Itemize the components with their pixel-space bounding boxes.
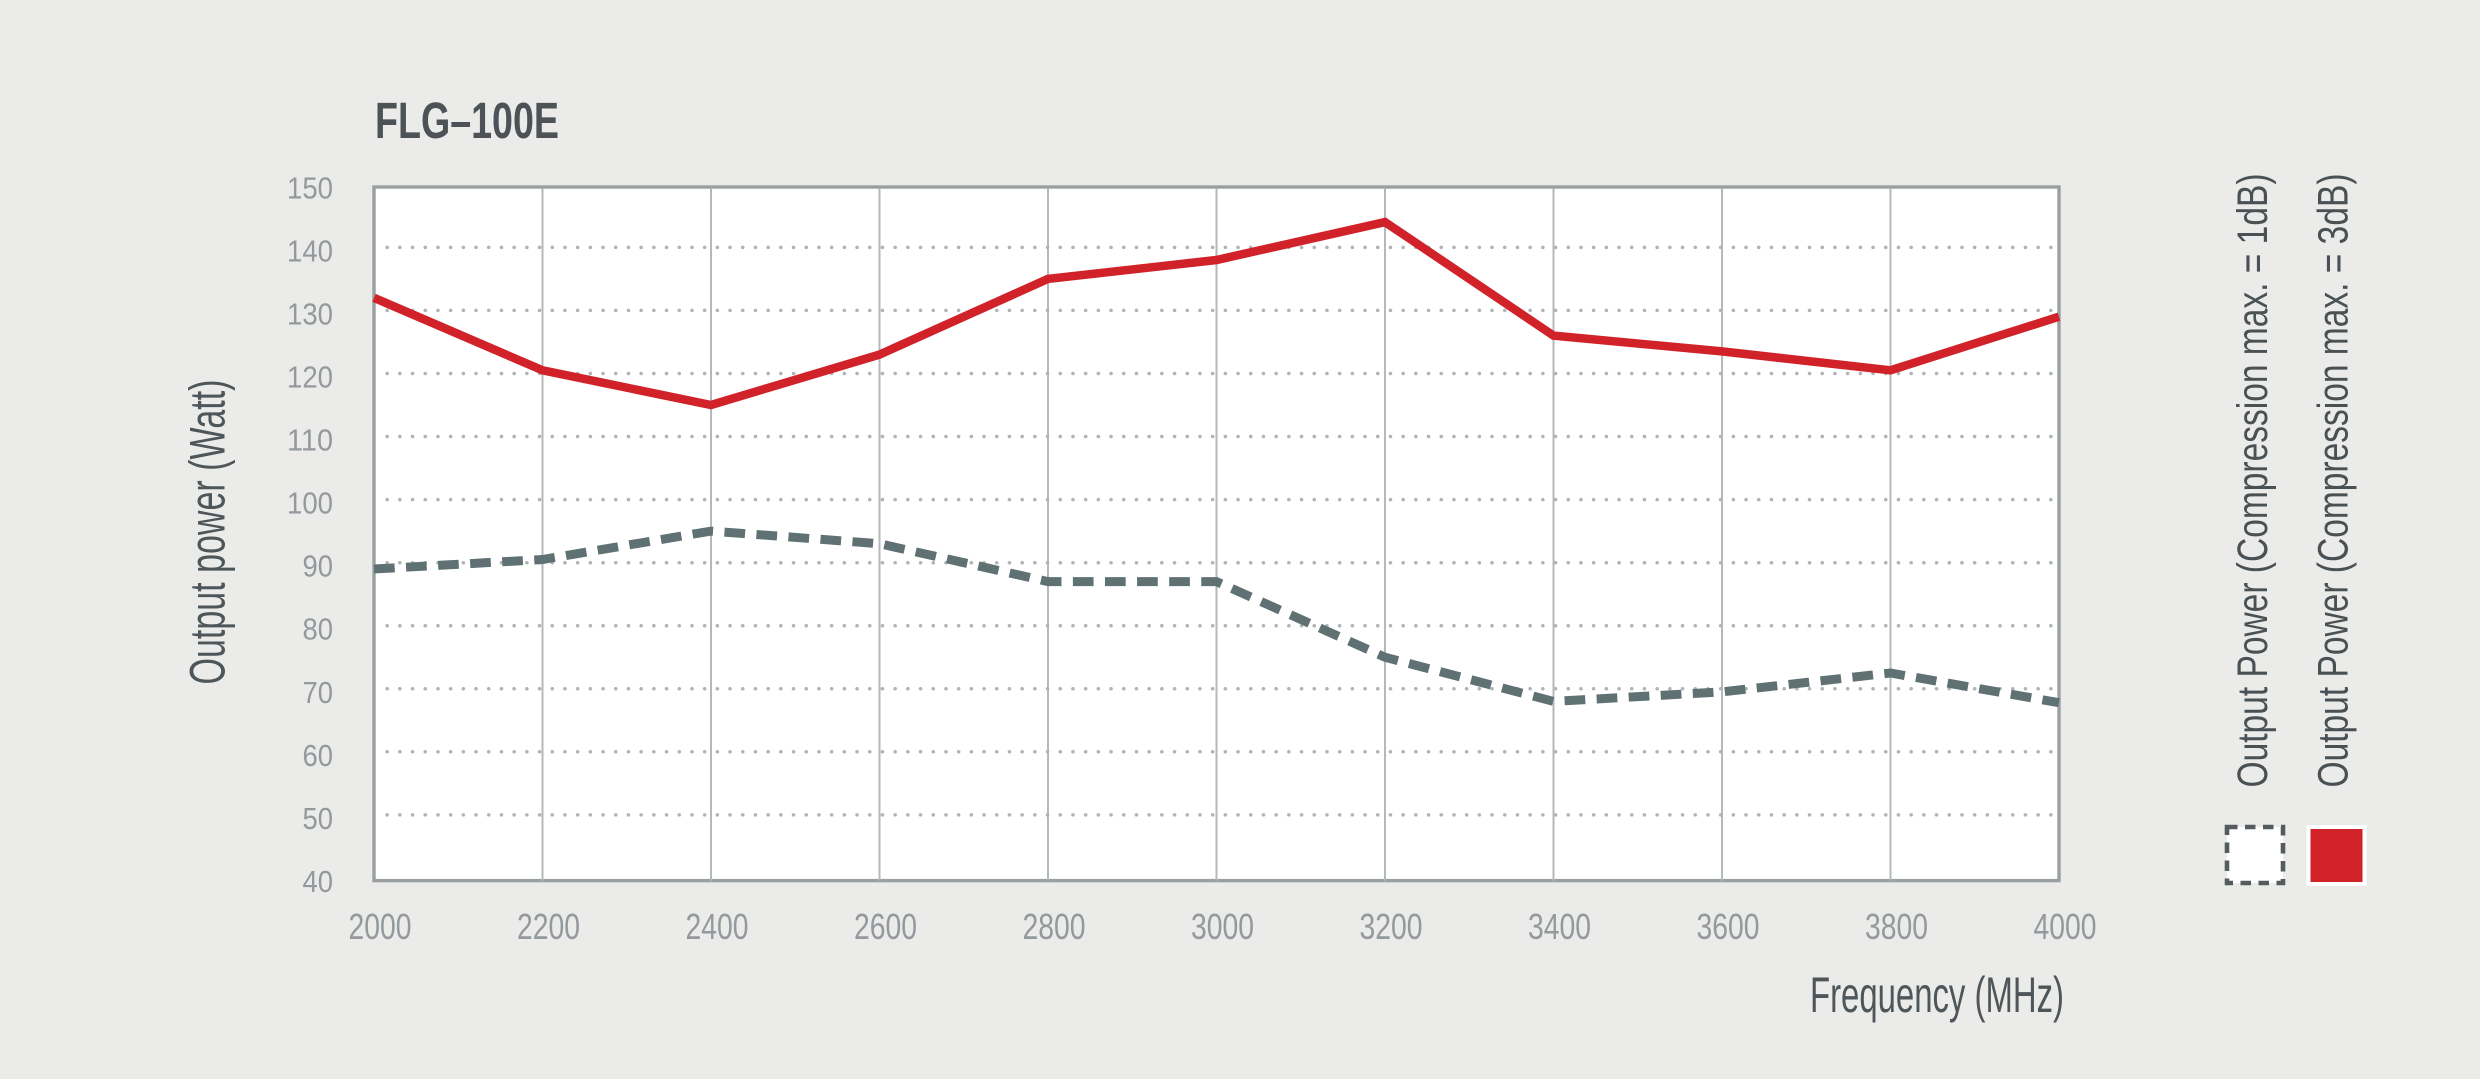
svg-text:Output power (Watt): Output power (Watt)	[180, 380, 236, 685]
svg-text:40: 40	[303, 865, 334, 899]
svg-text:3000: 3000	[1191, 906, 1254, 947]
svg-text:3600: 3600	[1697, 906, 1760, 947]
svg-text:3800: 3800	[1865, 906, 1928, 947]
svg-text:130: 130	[287, 297, 333, 331]
svg-text:150: 150	[287, 171, 333, 205]
svg-text:80: 80	[303, 613, 334, 647]
svg-text:110: 110	[287, 424, 333, 458]
svg-text:120: 120	[287, 361, 333, 395]
svg-text:2400: 2400	[686, 906, 749, 947]
svg-text:3200: 3200	[1360, 906, 1423, 947]
svg-text:60: 60	[303, 739, 334, 773]
svg-text:3400: 3400	[1528, 906, 1591, 947]
svg-text:100: 100	[287, 487, 333, 521]
svg-text:2200: 2200	[517, 906, 580, 947]
svg-text:2000: 2000	[349, 906, 412, 947]
svg-text:Output Power (Compression max.: Output Power (Compression max. = 1dB)	[2229, 174, 2277, 788]
svg-text:Frequency (MHz): Frequency (MHz)	[1810, 967, 2064, 1023]
svg-text:FLG–100E: FLG–100E	[375, 92, 559, 149]
svg-text:Output Power (Compression max.: Output Power (Compression max. = 3dB)	[2310, 174, 2358, 788]
svg-text:50: 50	[303, 802, 334, 836]
svg-text:2800: 2800	[1023, 906, 1086, 947]
svg-text:2600: 2600	[854, 906, 917, 947]
svg-text:4000: 4000	[2034, 906, 2097, 947]
svg-text:90: 90	[303, 550, 334, 584]
svg-text:140: 140	[287, 234, 333, 268]
svg-text:70: 70	[303, 676, 334, 710]
